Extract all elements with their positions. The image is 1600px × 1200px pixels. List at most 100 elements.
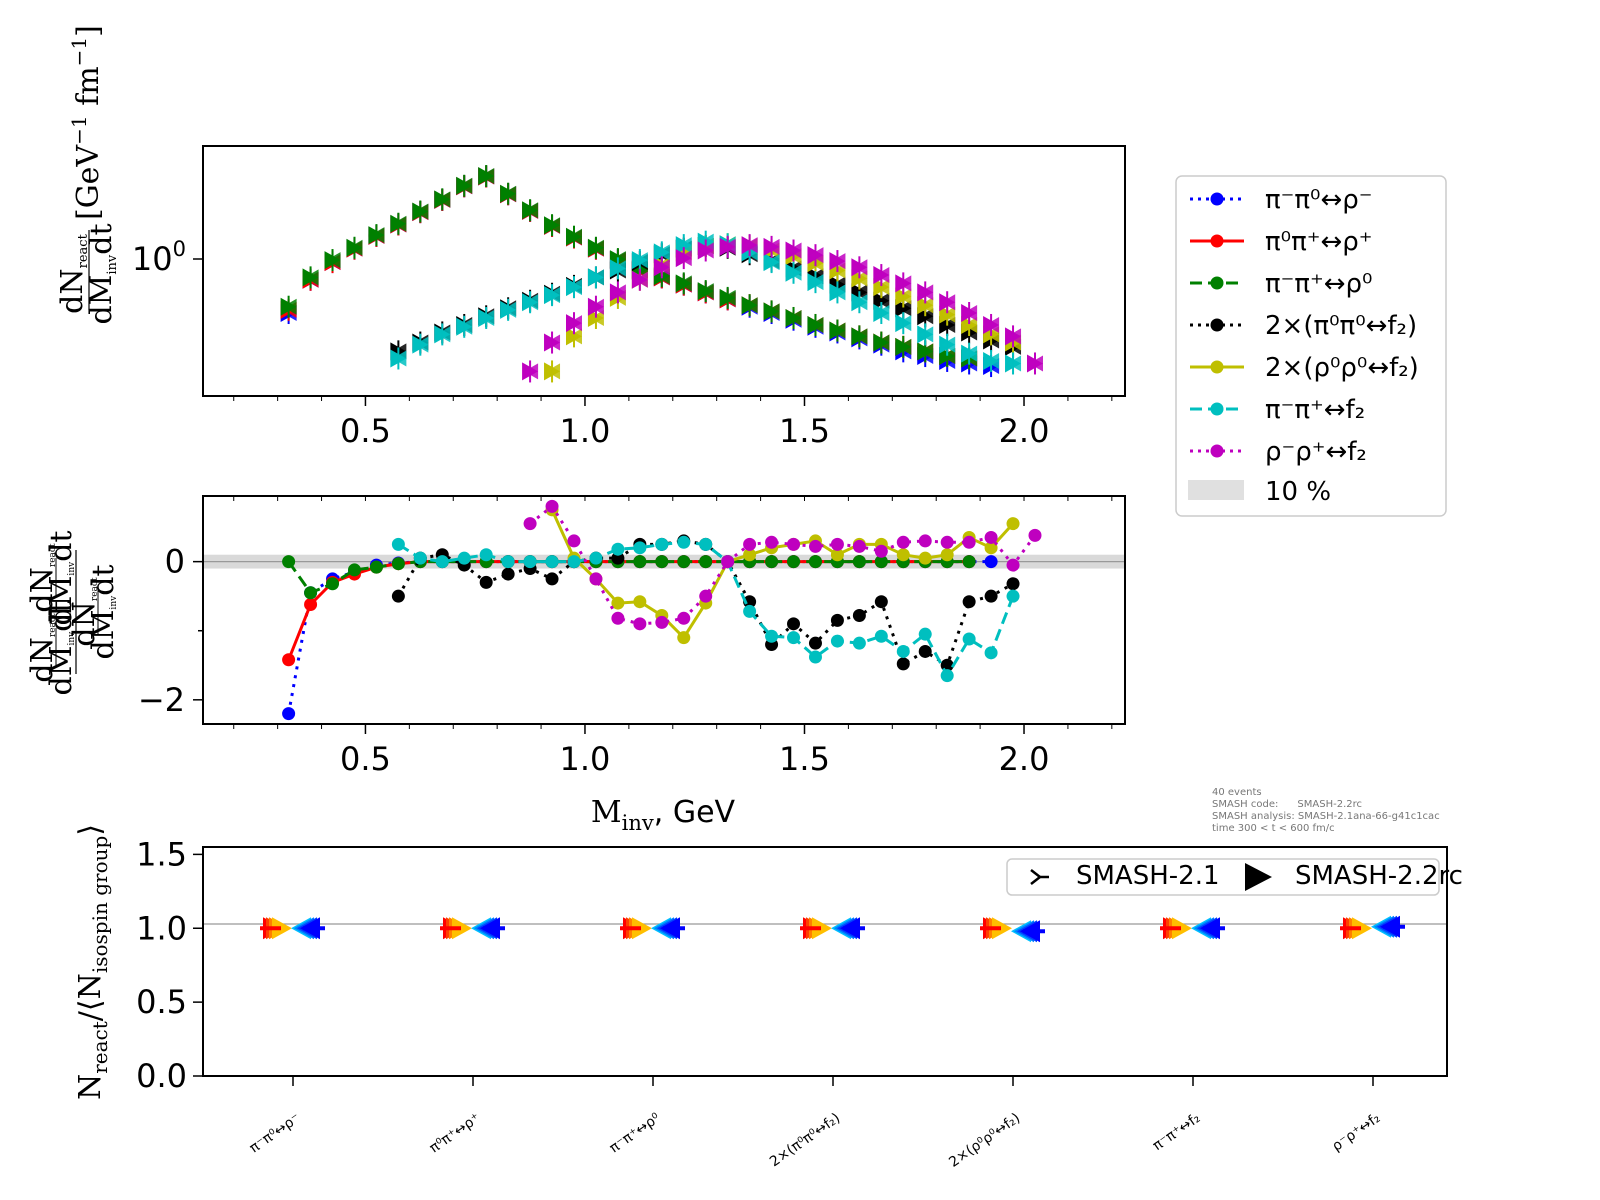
ratio-point [918, 551, 932, 565]
ratio-point [940, 548, 954, 562]
ratio-point [611, 551, 625, 565]
ratio-point [830, 548, 844, 562]
ratio-point [962, 632, 976, 646]
top-point [785, 239, 802, 262]
top-point [763, 300, 780, 323]
top-point [522, 291, 539, 314]
svg-text:dNreact: dNreact [25, 543, 60, 613]
top-point [456, 174, 473, 197]
middle-y-ticks: 0 −2 [138, 543, 203, 719]
top-point [522, 199, 539, 222]
ratio-point [962, 555, 976, 569]
ratio-point [677, 535, 691, 549]
ratio-point [699, 555, 713, 569]
svg-text:[GeV−1 fm−1]: [GeV−1 fm−1] [67, 25, 106, 220]
svg-text:dNreact: dNreact [25, 613, 60, 683]
top-point [500, 182, 517, 205]
top-x-ticks: 0.5 1.0 1.5 2.0 [233, 396, 1113, 450]
ratio-point [501, 567, 515, 581]
top-point [851, 256, 868, 279]
ratio-point [567, 534, 581, 548]
ratio-point [677, 555, 691, 569]
bottom-frame [202, 846, 1448, 1077]
ratio-point [874, 595, 888, 609]
ratio-point [830, 613, 844, 627]
bottom-category-label: 2×(π⁰π⁰↔f₂) [767, 1110, 843, 1170]
top-point [873, 302, 890, 325]
ratio-point [523, 517, 537, 531]
top-point [873, 331, 890, 354]
svg-text:dMinvdt: dMinvdt [86, 565, 121, 660]
version-legend-box [1006, 858, 1440, 896]
ratio-point [611, 596, 625, 610]
ratio-point [787, 617, 801, 631]
top-series-f2 [522, 234, 1043, 383]
legend-item-f2: π⁻π⁺↔f₂ [1190, 395, 1365, 425]
ratio-series-0 [282, 555, 998, 721]
top-point [697, 280, 714, 303]
ratio-point [852, 555, 866, 569]
ratio-group-0 [260, 917, 325, 940]
ratio-point [1006, 577, 1020, 591]
ratio-point [699, 589, 713, 603]
ratio-point [896, 657, 910, 671]
top-point [302, 266, 319, 289]
meta-events: 40 events [1212, 787, 1262, 798]
top-point [983, 349, 1000, 372]
ratio-point [304, 586, 318, 600]
top-x-tick-label: 0.5 [340, 412, 391, 450]
ratio-point [501, 555, 515, 569]
top-point [434, 323, 451, 346]
ratio-point [940, 535, 954, 549]
legend-marker [1210, 192, 1224, 206]
ratio-point [633, 595, 647, 609]
ratio-point [743, 537, 757, 551]
bottom-category-label: π⁰π⁺↔ρ⁺ [427, 1110, 484, 1156]
top-point [851, 291, 868, 314]
top-point [1026, 352, 1043, 375]
ratio-point [852, 539, 866, 553]
version-legend: SMASH-2.1 SMASH-2.2rc [1006, 858, 1463, 896]
ratio-point [677, 611, 691, 625]
ratio-point [808, 650, 822, 664]
top-point [829, 250, 846, 273]
bottom-panel: 0.0 0.5 1.0 1.5 π⁻π⁰↔ρ⁻ π⁰π⁺↔ρ⁺ π⁻π⁺↔ρ⁰ 2×(π⁰π… [73, 824, 1463, 1171]
ratio-group-2-0-0-f2 [800, 917, 865, 940]
legend-item-2-0-0-f2: 2×(ρ⁰ρ⁰↔f₂) [1190, 353, 1419, 383]
legend-marker [1210, 234, 1224, 248]
ratio-line [287, 560, 970, 661]
top-point [917, 281, 934, 304]
top-point [565, 312, 582, 335]
ratio-point [633, 541, 647, 555]
legend-label: π⁰π⁺↔ρ⁺ [1265, 227, 1372, 257]
bottom-x-ticks: π⁻π⁰↔ρ⁻ π⁰π⁺↔ρ⁺ π⁻π⁺↔ρ⁰ 2×(π⁰π⁰↔f₂) 2×(ρ⁰ρ⁰↔… [247, 1076, 1383, 1171]
top-point [434, 188, 451, 211]
ratio-point [282, 555, 296, 569]
ratio-point [1006, 517, 1020, 531]
top-point [675, 272, 692, 295]
top-x-tick-label: 2.0 [999, 412, 1050, 450]
ratio-point [874, 544, 888, 558]
ratio-point [984, 541, 998, 555]
ratio-point [918, 534, 932, 548]
top-point [565, 276, 582, 299]
old-version-marker [992, 917, 1012, 940]
ratio-point [457, 551, 471, 565]
top-point [807, 313, 824, 336]
middle-y-tick-label: 0 [165, 543, 185, 581]
top-point [478, 165, 495, 188]
top-point [785, 261, 802, 284]
top-point [456, 315, 473, 338]
old-version-marker [632, 917, 652, 940]
top-point [895, 272, 912, 295]
ratio-point [918, 644, 932, 658]
ratio-point [874, 555, 888, 569]
top-point [609, 257, 626, 280]
top-point [390, 212, 407, 235]
top-point [785, 306, 802, 329]
meta-analysis: SMASH analysis: SMASH-2.1ana-66-g41c1cac [1212, 811, 1440, 822]
ratio-point [940, 669, 954, 683]
top-point [1005, 325, 1022, 348]
ratio-point [787, 631, 801, 645]
